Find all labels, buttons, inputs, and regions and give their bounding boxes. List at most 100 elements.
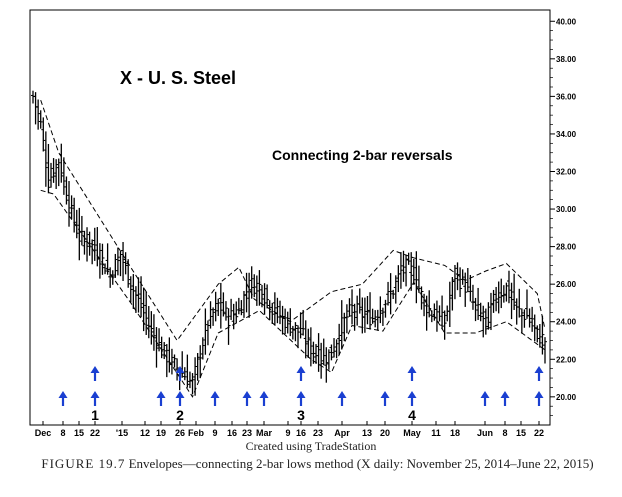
ohlc-bar: [46, 143, 51, 194]
ohlc-bar: [285, 311, 290, 334]
up-arrow-icon: [296, 366, 306, 381]
arrow-head: [242, 391, 252, 398]
figure-caption: FIGURE 19.7 Envelopes—connecting 2-bar l…: [30, 455, 605, 473]
ohlc-bar: [277, 300, 282, 325]
ohlc-bar: [254, 275, 259, 306]
ohlc-bar: [226, 308, 231, 345]
x-tick-label: 20: [380, 428, 390, 438]
ohlc-bar: [208, 301, 213, 329]
ohlc-bar: [478, 302, 483, 322]
ohlc-bar: [64, 176, 69, 205]
ohlc-bar: [360, 297, 365, 334]
up-arrow-icon: [90, 366, 100, 381]
ohlc-bar: [473, 297, 478, 322]
arrow-head: [480, 391, 490, 398]
up-arrow-icon: [296, 391, 306, 406]
ohlc-bar: [77, 207, 82, 261]
ohlc-bar: [380, 307, 385, 326]
arrow-number-label: 3: [297, 407, 305, 423]
ohlc-bar: [535, 325, 540, 343]
chart-annotation: Connecting 2-bar reversals: [272, 147, 453, 163]
ohlc-bar: [144, 291, 149, 335]
arrow-head: [210, 391, 220, 398]
ohlc-bar: [100, 243, 105, 275]
x-tick-label: 9: [285, 428, 290, 438]
x-tick-label: 9: [212, 428, 217, 438]
ohlc-bar: [151, 314, 156, 351]
arrow-head: [296, 391, 306, 398]
ohlc-bar: [154, 327, 159, 368]
lower-envelope-line: [40, 189, 546, 398]
ohlc-bar: [97, 243, 102, 279]
ohlc-bar: [447, 281, 452, 328]
ohlc-bar: [437, 305, 442, 322]
ohlc-bar: [540, 315, 545, 355]
ohlc-bar: [36, 99, 41, 130]
ohlc-bar: [185, 354, 190, 388]
ohlc-bar: [259, 284, 264, 308]
ohlc-bar: [213, 291, 218, 322]
x-tick-label: 16: [227, 428, 237, 438]
ohlc-bar: [59, 143, 64, 183]
up-arrow-icon: [480, 391, 490, 406]
ohlc-bar: [440, 295, 445, 330]
price-chart: 40.00 38.00 36.00 34.00 32.00 30.00 28.00 26.00…: [29, 9, 577, 438]
ohlc-bar: [31, 90, 35, 104]
ohlc-bar: [296, 325, 301, 349]
ohlc-bar: [257, 270, 262, 306]
ohlc-bar: [522, 309, 527, 328]
ohlc-bar: [494, 286, 499, 312]
ohlc-bar: [139, 276, 144, 318]
x-tick-label: 23: [313, 428, 323, 438]
up-arrow-icon: [407, 366, 417, 381]
y-tick-label: 24.00: [556, 318, 577, 327]
ohlc-bar: [193, 357, 198, 396]
ohlc-bar: [416, 265, 421, 293]
ohlc-bar: [85, 227, 90, 262]
chart-title: X - U. S. Steel: [120, 68, 236, 88]
ohlc-bar: [537, 324, 542, 348]
ohlc-bar: [229, 298, 234, 320]
ohlc-bar: [205, 320, 210, 346]
ohlc-bar: [136, 277, 141, 313]
ohlc-bar: [54, 159, 59, 189]
ohlc-bar: [195, 353, 200, 381]
ohlc-bar: [244, 272, 249, 313]
figure-label: FIGURE 19.7: [41, 456, 126, 471]
up-arrow-icon: [175, 366, 185, 381]
ohlc-bar: [249, 266, 254, 299]
ohlc-bar: [87, 231, 92, 256]
ohlc-bar: [319, 342, 324, 379]
ohlc-bar: [357, 288, 362, 314]
up-arrow-icon: [259, 391, 269, 406]
ohlc-bar: [383, 299, 388, 318]
ohlc-bar: [512, 273, 517, 310]
ohlc-bar: [103, 263, 108, 275]
ohlc-bar: [231, 303, 236, 330]
x-tick-label: 19: [156, 428, 166, 438]
ohlc-bar: [115, 247, 120, 276]
ohlc-bar: [422, 293, 427, 317]
arrow-head: [90, 366, 100, 373]
ohlc-bar: [187, 371, 192, 389]
ohlc-bar: [463, 272, 468, 307]
arrow-head: [534, 391, 544, 398]
y-tick-label: 22.00: [556, 355, 577, 364]
up-arrow-icon: [337, 391, 347, 406]
up-arrow-icon: [534, 366, 544, 381]
x-tick-label: 8: [60, 428, 65, 438]
ohlc-bar: [280, 305, 285, 335]
ohlc-bar: [108, 267, 113, 288]
ohlc-bar: [236, 297, 241, 315]
arrow-head: [58, 391, 68, 398]
ohlc-bar: [211, 307, 216, 326]
ohlc-bar: [118, 251, 123, 277]
up-arrow-icon: [90, 391, 100, 406]
ohlc-bar: [406, 252, 411, 265]
arrow-head: [175, 366, 185, 373]
ohlc-bar: [504, 282, 509, 302]
ohlc-bar: [404, 254, 409, 287]
ohlc-bar: [306, 328, 311, 358]
up-arrow-icon: [156, 391, 166, 406]
y-tick-label: 38.00: [556, 55, 577, 64]
